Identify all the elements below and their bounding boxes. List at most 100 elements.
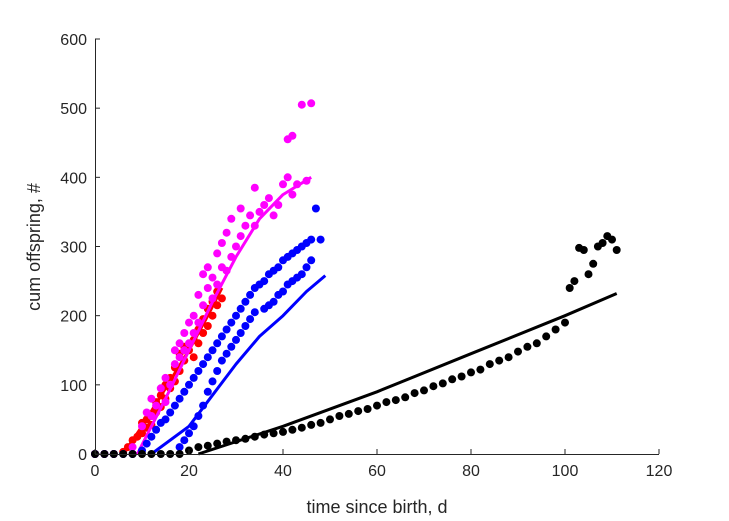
y-tick-label: 300 (60, 240, 87, 257)
data-point (373, 401, 381, 410)
data-point (354, 407, 363, 416)
data-point (504, 353, 513, 362)
data-point (532, 339, 541, 348)
data-point (217, 332, 226, 341)
data-point (170, 360, 179, 369)
x-tick-label: 100 (552, 463, 579, 480)
data-point (307, 235, 316, 244)
data-point (217, 356, 226, 365)
data-point (217, 239, 226, 247)
data-point (189, 353, 198, 362)
data-point (128, 443, 137, 452)
data-point (222, 228, 231, 237)
data-point (279, 427, 287, 436)
data-point (316, 418, 325, 427)
data-point (213, 367, 222, 375)
data-point (138, 422, 146, 431)
data-point (589, 259, 598, 268)
data-point (608, 235, 616, 244)
data-point (189, 311, 198, 320)
x-tick-label: 40 (274, 463, 292, 480)
data-point (279, 287, 287, 296)
data-point (236, 232, 245, 241)
data-point (142, 439, 151, 448)
data-point (344, 409, 353, 418)
x-tick-label: 0 (91, 463, 100, 480)
data-point (485, 360, 494, 369)
data-point (250, 183, 259, 192)
data-point (222, 325, 231, 334)
x-tick-label: 120 (646, 463, 673, 480)
data-point (208, 346, 217, 355)
data-point (241, 297, 250, 306)
data-point (236, 304, 245, 313)
data-point (297, 423, 306, 432)
fit-line (121, 287, 224, 455)
fit-line (150, 274, 327, 456)
y-axis-title: cum offspring, # (24, 183, 44, 311)
data-point (213, 439, 222, 448)
data-point (203, 322, 212, 330)
data-point (311, 204, 320, 213)
ticks-layer: 0 20 40 60 80 100 120 0 100 200 300 400 500 600 (60, 32, 672, 480)
data-point (180, 329, 189, 337)
data-point (476, 365, 485, 374)
data-point (213, 339, 222, 348)
data-point (542, 332, 551, 341)
data-point (236, 329, 245, 337)
data-point (307, 420, 316, 429)
data-point (514, 347, 522, 356)
data-point (166, 408, 175, 417)
data-point (227, 342, 236, 351)
data-point (429, 382, 438, 391)
data-point (584, 270, 593, 279)
data-point (307, 99, 316, 108)
data-point (175, 443, 184, 452)
data-point (297, 270, 306, 279)
data-point (274, 263, 283, 272)
data-point (185, 318, 193, 327)
data-point (495, 356, 504, 365)
data-point (316, 235, 325, 244)
data-point (523, 342, 532, 351)
fit-line (197, 292, 618, 456)
data-point (175, 339, 184, 348)
data-point (161, 373, 170, 382)
data-point (255, 207, 264, 216)
data-point (147, 412, 156, 420)
data-point (199, 301, 208, 310)
data-point (232, 335, 240, 344)
data-point (147, 432, 156, 441)
data-point (232, 242, 240, 251)
x-tick-label: 20 (180, 463, 198, 480)
data-point (175, 394, 184, 403)
data-point (302, 263, 311, 272)
data-point (467, 368, 475, 377)
data-point (246, 315, 255, 324)
data-point (598, 239, 607, 247)
data-point (438, 379, 447, 388)
data-point (203, 353, 212, 362)
data-point (241, 221, 250, 230)
data-point (457, 372, 466, 381)
data-point (232, 311, 240, 320)
data-point (194, 443, 203, 452)
data-point (391, 396, 400, 405)
data-point (161, 415, 170, 424)
data-point (420, 386, 428, 395)
x-tick-label: 60 (368, 463, 386, 480)
y-tick-label: 400 (60, 170, 87, 187)
data-point (152, 425, 161, 434)
data-point (260, 201, 269, 209)
x-axis-title: time since birth, d (306, 497, 447, 517)
data-point (241, 322, 250, 330)
data-point (152, 401, 161, 410)
data-point (185, 429, 193, 438)
data-point (203, 387, 212, 396)
fit-line (135, 176, 312, 455)
data-point (335, 412, 344, 420)
data-point (279, 180, 287, 189)
data-point (194, 367, 203, 375)
data-point (203, 263, 212, 272)
data-point (199, 270, 208, 279)
